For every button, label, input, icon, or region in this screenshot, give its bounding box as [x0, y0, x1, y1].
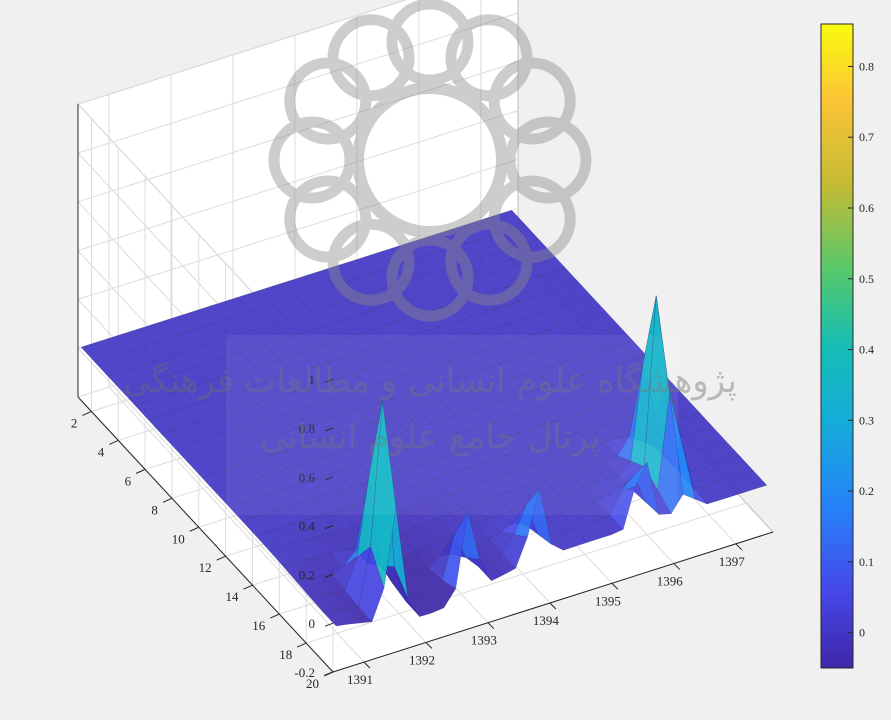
- y-tick-mark: [296, 642, 307, 648]
- y-tick-mark: [216, 555, 226, 561]
- colorbar-tick-label: 0: [859, 626, 865, 640]
- colorbar-tick-label: 0.6: [859, 201, 874, 215]
- watermark-core: [352, 82, 508, 238]
- watermark-ring: [445, 14, 533, 102]
- y-tick-mark: [270, 613, 280, 619]
- z-tick-label: 0.4: [299, 519, 316, 534]
- x-tick-label: 1394: [533, 613, 560, 628]
- x-tick-label: 1396: [657, 574, 684, 589]
- y-tick-label: 20: [306, 676, 319, 691]
- grid-line-z: [77, 110, 519, 252]
- surface-plot: [80, 209, 768, 627]
- grid-line-x: [108, 386, 365, 663]
- watermark-ring: [284, 175, 372, 263]
- x-tick-mark: [673, 563, 681, 570]
- watermark-ring: [488, 175, 576, 263]
- y-tick-label: 18: [279, 647, 292, 662]
- x-tick-mark: [611, 582, 619, 590]
- colorbar-tick-label: 0.2: [859, 484, 874, 498]
- y-tick-mark: [243, 584, 253, 590]
- y-tick-label: 16: [252, 618, 266, 633]
- colorbar-tick-label: 0.7: [859, 130, 874, 144]
- watermark-ring: [488, 57, 576, 145]
- z-tick-label: -0.2: [294, 665, 315, 680]
- grid-line-z: [77, 61, 519, 203]
- y-tick-label: 6: [125, 473, 132, 488]
- watermark-ring: [386, 234, 474, 322]
- watermark-ring: [445, 218, 533, 306]
- x-tick-label: 1397: [719, 554, 746, 569]
- z-tick-mark: [324, 622, 334, 627]
- y-tick-label: 10: [172, 531, 185, 546]
- watermark-ring: [268, 116, 356, 204]
- grid-line-z: [77, 0, 408, 105]
- grid-line-z: [77, 158, 519, 300]
- watermark-ring: [284, 57, 372, 145]
- x-tick-mark: [363, 661, 371, 669]
- grid-line-z: [77, 347, 334, 624]
- z-tick-mark: [324, 476, 334, 481]
- colorbar-tick-label: 0.8: [859, 59, 874, 73]
- watermark-subtitle: پرتال جامع علوم انسانی: [260, 417, 600, 457]
- y-tick-label: 12: [199, 560, 212, 575]
- y-tick-label: 14: [226, 589, 240, 604]
- x-tick-mark: [735, 543, 743, 551]
- z-tick-label: 0: [309, 616, 316, 631]
- x-tick-label: 1393: [471, 633, 497, 648]
- z-tick-mark: [324, 378, 334, 383]
- y-tick-label: 4: [98, 444, 105, 459]
- y-tick-mark: [82, 411, 92, 416]
- y-tick-label: 2: [71, 416, 78, 431]
- watermark-ring: [504, 116, 592, 204]
- z-tick-mark: [324, 427, 334, 432]
- colorbar-gradient: [820, 23, 854, 669]
- y-tick-mark: [162, 497, 173, 503]
- y-tick-mark: [109, 439, 119, 445]
- x-axis-line: [332, 531, 774, 673]
- y-tick-label: 8: [151, 502, 158, 517]
- colorbar: 0 0.1 0.2 0.3 0.4 0.5 0.6 0.7 0.8: [820, 23, 874, 669]
- z-tick-mark: [324, 525, 334, 530]
- z-tick-label: 1: [309, 372, 316, 387]
- x-tick-mark: [549, 602, 557, 610]
- surface-patch: [322, 609, 349, 627]
- z-tick-label: 0.2: [299, 567, 315, 582]
- watermark-ring: [327, 14, 415, 102]
- watermark-ring: [327, 218, 415, 306]
- grid-line-y: [306, 502, 747, 644]
- y-tick-mark: [135, 468, 146, 474]
- x-tick-mark: [425, 642, 433, 649]
- y-tick-mark: [189, 526, 199, 532]
- colorbar-tick-label: 0.3: [859, 413, 874, 427]
- z-tick-label: 0.8: [299, 421, 315, 436]
- x-tick-mark: [487, 622, 495, 630]
- watermark-box: [226, 335, 678, 515]
- watermark-title: پژوهشگاه علوم انسانی و مطالعات فرهنگی: [123, 361, 737, 401]
- colorbar-tick-label: 0.5: [859, 272, 874, 286]
- x-tick-label: 1392: [409, 652, 435, 667]
- watermark-ring: [386, 0, 474, 86]
- z-tick-label: 0.6: [299, 470, 316, 485]
- x-tick-label: 1391: [347, 672, 373, 687]
- grid-line-z: [77, 12, 519, 154]
- x-tick-label: 1395: [595, 593, 621, 608]
- z-tick-mark: [324, 573, 334, 578]
- colorbar-tick-label: 0.4: [859, 343, 874, 357]
- colorbar-tick-label: 0.1: [859, 555, 874, 569]
- watermark-logo: پژوهشگاه علوم انسانی و مطالعات فرهنگی پرت…: [123, 0, 737, 515]
- y-axis-line: [77, 396, 334, 673]
- y-tick-mark: [323, 671, 334, 677]
